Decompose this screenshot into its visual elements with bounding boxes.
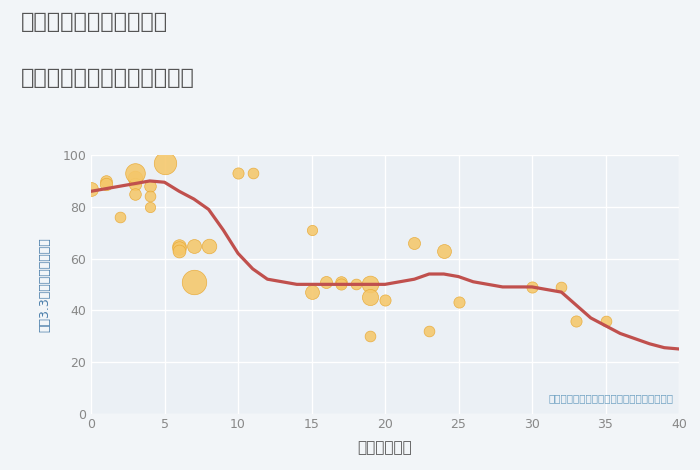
Y-axis label: 坪（3.3㎡）単価（万円）: 坪（3.3㎡）単価（万円） — [38, 237, 51, 332]
Point — [144, 193, 155, 200]
Point — [306, 226, 317, 234]
Point — [365, 293, 376, 301]
Point — [350, 281, 361, 288]
Point — [438, 247, 449, 254]
Text: 築年数別中古マンション価格: 築年数別中古マンション価格 — [21, 68, 195, 88]
Point — [100, 180, 111, 187]
Point — [424, 327, 435, 335]
Point — [174, 244, 185, 252]
Point — [188, 278, 199, 285]
Point — [306, 288, 317, 296]
Point — [188, 242, 199, 249]
Point — [247, 169, 258, 177]
Point — [335, 278, 346, 285]
Point — [174, 242, 185, 249]
Text: 三重県桑名市長島町杉江: 三重県桑名市長島町杉江 — [21, 12, 168, 32]
Point — [600, 317, 611, 324]
Point — [174, 247, 185, 254]
Point — [335, 281, 346, 288]
Point — [203, 242, 214, 249]
Point — [365, 332, 376, 340]
Point — [115, 213, 126, 221]
Point — [379, 296, 391, 304]
Point — [85, 185, 97, 193]
Point — [232, 169, 244, 177]
Point — [526, 283, 538, 290]
Point — [130, 190, 141, 197]
Text: 円の大きさは、取引のあった物件面積を示す: 円の大きさは、取引のあった物件面積を示す — [548, 393, 673, 403]
Point — [100, 177, 111, 185]
Point — [130, 180, 141, 187]
Point — [453, 299, 464, 306]
Point — [144, 203, 155, 211]
Point — [409, 239, 420, 247]
Point — [365, 281, 376, 288]
Point — [159, 159, 170, 166]
Point — [144, 182, 155, 190]
Point — [556, 283, 567, 290]
Point — [130, 169, 141, 177]
Point — [130, 174, 141, 182]
X-axis label: 築年数（年）: 築年数（年） — [358, 440, 412, 455]
Point — [570, 317, 582, 324]
Point — [321, 278, 332, 285]
